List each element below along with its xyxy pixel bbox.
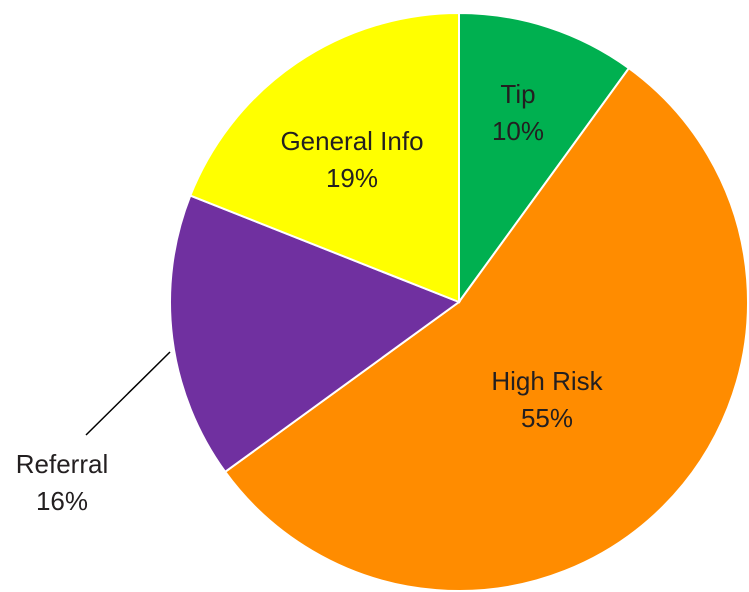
leader-line-referral — [85, 351, 171, 436]
label-referral-name: Referral — [16, 449, 108, 479]
pie-slices — [169, 11, 749, 592]
label-general-info-name: General Info — [280, 126, 423, 156]
pie-labels: Tip 10% High Risk 55% Referral 16% General Inf… — [16, 79, 604, 516]
label-referral-value: 16% — [36, 486, 88, 516]
slice-referral — [169, 194, 462, 474]
label-high-risk-value: 55% — [521, 403, 573, 433]
slice-general-info — [188, 11, 460, 304]
slice-high-risk — [223, 66, 749, 592]
label-general-info-value: 19% — [326, 163, 378, 193]
label-tip-value: 10% — [492, 116, 544, 146]
label-tip-name: Tip — [500, 79, 535, 109]
slice-tip — [458, 11, 631, 306]
label-high-risk-name: High Risk — [491, 366, 603, 396]
